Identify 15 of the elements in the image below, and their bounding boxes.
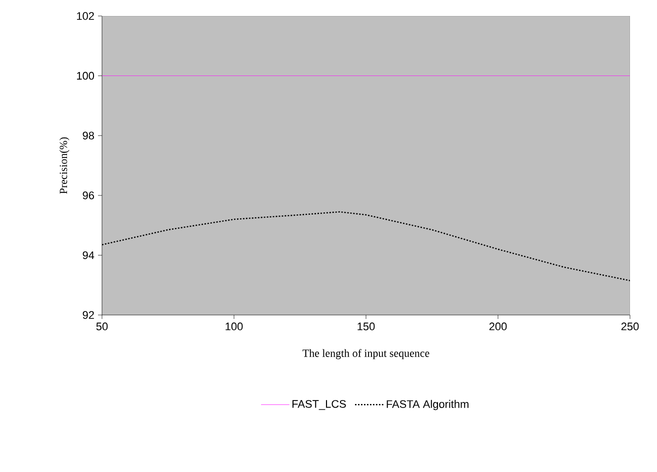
x-tick-label: 150 [358,322,375,330]
y-axis-title: Precision(%) [59,137,70,194]
legend-label: FASTA Algorithm [386,400,468,410]
x-tick-label: 200 [489,322,507,330]
x-tick-label: 250 [621,322,639,330]
y-tick-label: 98 [82,132,94,140]
x-tick-label: 100 [226,322,243,330]
y-tick-label: 94 [82,251,94,260]
y-tick-label: 96 [82,192,94,200]
y-tick-label: 92 [82,311,94,319]
legend-label: FAST_LCS [292,400,346,410]
y-tick-label: 102 [77,12,94,20]
x-tick-label: 50 [96,322,108,330]
y-tick-label: 100 [77,72,94,80]
x-axis-title: The length of input sequence [302,349,430,360]
